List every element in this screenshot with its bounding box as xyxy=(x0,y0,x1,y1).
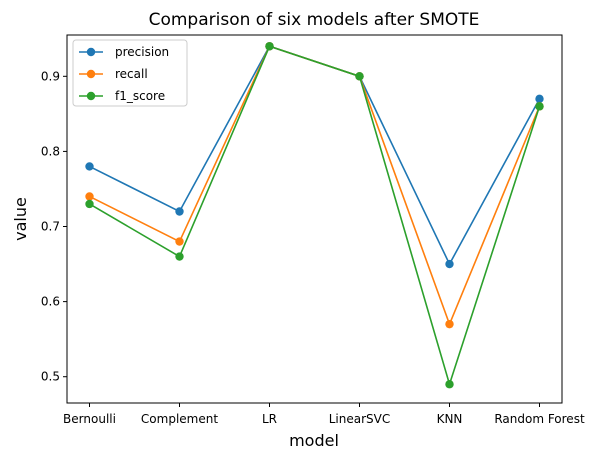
x-axis-title: model xyxy=(289,431,339,450)
x-tick-label: Random Forest xyxy=(494,412,585,426)
legend-item-f1_score: f1_score xyxy=(79,89,165,103)
x-tick-label: Bernoulli xyxy=(63,412,116,426)
y-tick-label: 0.6 xyxy=(41,295,60,309)
series-layer xyxy=(85,42,544,389)
plot-area xyxy=(66,34,563,404)
legend-box xyxy=(72,39,188,107)
y-tick-label: 0.8 xyxy=(41,144,60,158)
data-point xyxy=(175,252,184,261)
legend-marker xyxy=(86,69,96,79)
x-axis: Bernoulli Complement LR LinearSVC KNN Random … xyxy=(63,403,585,426)
data-point xyxy=(445,259,454,269)
data-point xyxy=(355,72,364,81)
y-tick-label: 0.9 xyxy=(41,69,60,83)
data-point xyxy=(175,207,184,216)
series-line xyxy=(89,45,541,387)
x-tick-label: LR xyxy=(262,412,277,426)
legend-marker xyxy=(86,91,96,101)
y-axis: 0.5 0.6 0.7 0.8 0.9 xyxy=(41,69,67,384)
chart-title: Comparison of six models after SMOTE xyxy=(149,10,480,30)
x-tick-label: KNN xyxy=(437,412,463,426)
series-f1_score xyxy=(85,42,544,389)
data-point xyxy=(535,94,544,104)
data-point xyxy=(445,380,454,389)
legend-item-precision: precision xyxy=(79,45,169,59)
x-tick-label: Complement xyxy=(141,412,218,426)
data-point xyxy=(535,102,544,111)
legend-item-recall: recall xyxy=(79,67,148,81)
data-point xyxy=(85,199,94,209)
data-point xyxy=(175,237,184,246)
data-point xyxy=(265,42,274,51)
data-point xyxy=(445,319,454,329)
x-tick-label: LinearSVC xyxy=(329,412,391,426)
legend: precision recall f1_score xyxy=(72,39,188,107)
y-tick-label: 0.7 xyxy=(41,220,60,234)
data-point xyxy=(85,192,94,201)
plot-frame xyxy=(66,34,563,404)
y-tick-label: 0.5 xyxy=(41,370,60,384)
data-point xyxy=(85,162,94,171)
legend-label: precision xyxy=(115,45,169,59)
legend-marker xyxy=(86,47,96,57)
y-axis-title: value xyxy=(11,197,30,241)
legend-label: f1_score xyxy=(115,89,165,103)
legend-label: recall xyxy=(115,67,148,81)
